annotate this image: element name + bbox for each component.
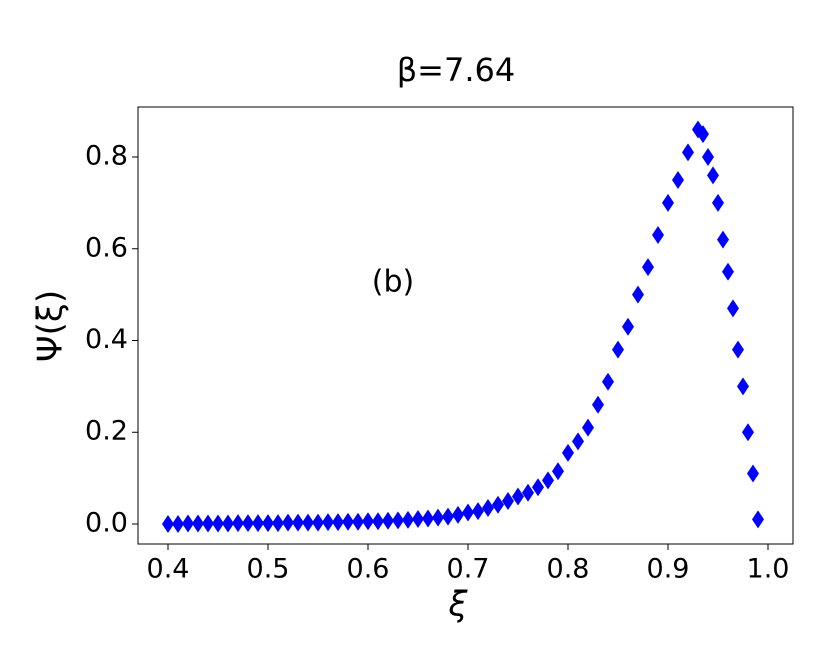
data-point [462, 503, 474, 522]
data-point [422, 509, 434, 528]
data-point [242, 514, 254, 533]
data-point [492, 495, 504, 514]
data-point [717, 230, 729, 249]
data-point [222, 514, 234, 533]
data-point [522, 483, 534, 502]
x-tick-label: 0.4 [147, 554, 190, 585]
data-point [232, 514, 244, 533]
annotation: (b) [372, 265, 414, 300]
data-point [272, 514, 284, 533]
data-point [202, 514, 214, 533]
x-tick-label: 0.8 [547, 554, 590, 585]
x-axis-label: ξ [448, 585, 469, 625]
y-tick-label: 0.6 [85, 232, 128, 263]
data-point [722, 262, 734, 281]
data-point [302, 513, 314, 532]
data-point [322, 513, 334, 532]
x-tick-label: 0.9 [647, 554, 690, 585]
data-point [382, 511, 394, 530]
x-tick-label: 0.7 [447, 554, 490, 585]
data-point [262, 514, 274, 533]
plot-frame [137, 106, 794, 545]
y-tick-label: 0.4 [85, 324, 128, 355]
y-axis-label: Ψ(ξ) [31, 290, 71, 362]
data-point [702, 148, 714, 167]
data-point [282, 513, 294, 532]
data-point [592, 395, 604, 414]
x-tick-label: 0.6 [347, 554, 390, 585]
data-point [712, 193, 724, 212]
data-point [442, 507, 454, 526]
data-point [162, 514, 174, 533]
data-point [697, 125, 709, 144]
data-point [362, 512, 374, 531]
data-point [682, 143, 694, 162]
data-point [747, 464, 759, 483]
data-point [622, 317, 634, 336]
data-point [352, 512, 364, 531]
data-point [292, 513, 304, 532]
x-tick-label: 0.5 [247, 554, 290, 585]
data-point [672, 170, 684, 189]
data-point [182, 514, 194, 533]
data-point [372, 512, 384, 531]
data-point [412, 509, 424, 528]
data-point [192, 514, 204, 533]
data-point [652, 225, 664, 244]
data-point [482, 498, 494, 517]
data-point [472, 502, 484, 521]
y-tick-label: 0.2 [85, 416, 128, 447]
data-point [392, 511, 404, 530]
data-point [632, 285, 644, 304]
data-point [562, 443, 574, 462]
y-tick-label: 0.0 [85, 507, 128, 538]
data-point [342, 512, 354, 531]
data-point [432, 508, 444, 527]
data-point [252, 514, 264, 533]
data-point [642, 258, 654, 277]
y-tick-label: 0.8 [85, 141, 128, 172]
data-point [312, 513, 324, 532]
data-point [172, 514, 184, 533]
x-tick-label: 1.0 [747, 554, 790, 585]
chart-title: β=7.64 [397, 51, 515, 89]
data-point [532, 478, 544, 497]
data-point [742, 423, 754, 442]
data-point [727, 299, 739, 318]
data-point [612, 340, 624, 359]
data-point [662, 193, 674, 212]
data-point [512, 487, 524, 506]
data-point [502, 492, 514, 511]
data-point [737, 377, 749, 396]
data-point [402, 510, 414, 529]
data-point [542, 471, 554, 490]
data-point [552, 462, 564, 481]
data-point [752, 510, 764, 529]
data-point [732, 340, 744, 359]
data-point [582, 418, 594, 437]
data-point [707, 166, 719, 185]
data-point [452, 505, 464, 524]
data-point [572, 432, 584, 451]
data-point [332, 513, 344, 532]
data-point [602, 372, 614, 391]
data-point [212, 514, 224, 533]
